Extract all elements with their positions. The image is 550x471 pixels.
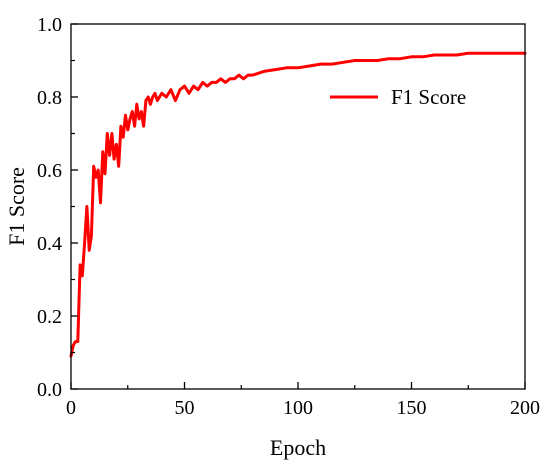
plot-frame [70,23,526,390]
legend: F1 Score [330,85,466,109]
y-tick-label: 0.4 [37,233,62,255]
legend-label-f1-score: F1 Score [391,85,466,109]
y-tick-label: 0.8 [37,87,62,109]
series-line-f1-score [69,51,527,358]
y-axis-title: F1 Score [4,167,29,246]
y-tick-label: 0.2 [37,306,62,328]
y-tick-label: 1.0 [37,14,62,36]
x-tick-label: 50 [175,397,195,419]
x-axis-title: Epoch [270,435,326,460]
axis-ticks: 0 50 100 150 200 0.0 0.2 0.4 0.6 0.8 1.0 [37,14,540,419]
x-tick-label: 150 [397,397,427,419]
y-tick-label: 0.6 [37,160,62,182]
plot-data-layer [69,51,527,358]
y-tick-label: 0.0 [37,379,62,401]
x-tick-label: 100 [283,397,313,419]
x-tick-label: 0 [66,397,76,419]
x-tick-label: 200 [510,397,540,419]
